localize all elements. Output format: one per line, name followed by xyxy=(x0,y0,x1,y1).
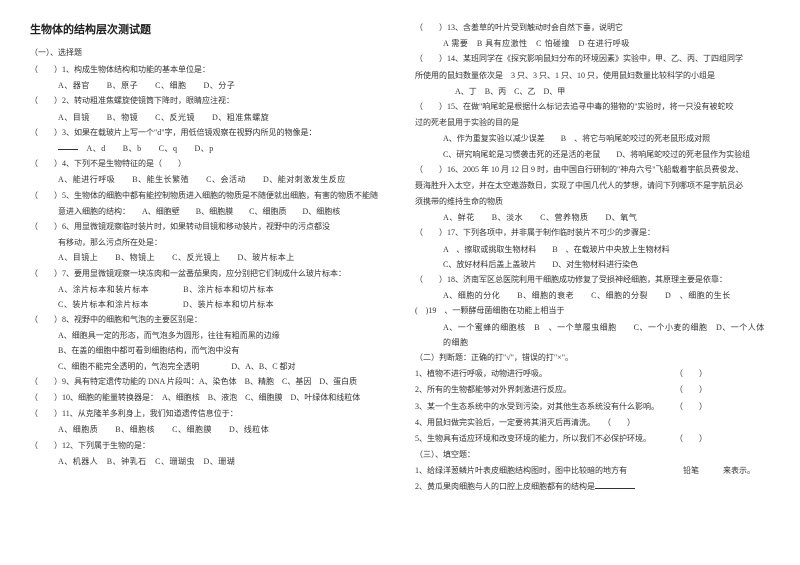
q3: （ ）3、如果在载玻片上写一个"d"字，用低倍镜观察在视野内所见的物像是： xyxy=(30,125,385,140)
q17-opt-c: C、放好材料后盖上盖玻片 D、对生物材料进行染色 xyxy=(415,257,770,272)
q14-cont: 所使用的鼠妇数量依次是 3 只、3 只、1 只、10 只，使用鼠妇数量比较科学的… xyxy=(415,68,770,83)
q10: （ ）10、细胞的能量转换器是： A、细胞核 B、液泡 C、细胞膜 D、叶绿体和… xyxy=(30,390,385,405)
q16: （ ）16、2005 年 10 月 12 日 9 时，由中国自行研制的"神舟六号… xyxy=(415,162,770,177)
q5-cont: 意进入细胞的结构： A、细胞壁 B、细胞膜 C、细胞质 D、细胞核 xyxy=(30,204,385,219)
q4: （ ）4、下列不是生物特征的是（ ） xyxy=(30,156,385,171)
q18: （ ）18、济南军区总医院利用干细胞成功修复了受损神经细胞，其原理主要是依靠： xyxy=(415,272,770,287)
q5: （ ）5、生物体的细胞中都有能控制物质进入细胞的物质是不随便就出细胞，有害的物质… xyxy=(30,188,385,203)
q16-cont-1: 聂海胜升入太空，并在太空遨游数日，实现了中国几代人的梦想，请问下列哪项不是宇航员… xyxy=(415,178,770,193)
q19-options: A、一个蜜蜂的细胞核 B 、一个草履虫细胞 C、一个小麦的细胞 D、一个人体的细… xyxy=(415,320,770,350)
q8: （ ）8、视野中的细胞和气泡的主要区别是： xyxy=(30,312,385,327)
q17: （ ）17、下列各项中，并非属于制作临时装片不可少的步骤是： xyxy=(415,225,770,240)
q7-options-1: A、涂片标本和装片标本 B、涂片标本和切片标本 xyxy=(30,282,385,297)
q15-cont: 过的死老鼠用于实验的目的是 xyxy=(415,115,770,130)
judge-4: 4、用鼠妇做完实验后，一定要将其消灭后再清洗。 （ ） xyxy=(415,415,770,430)
q16-cont-2: 须携带的维持生命的物质 xyxy=(415,194,770,209)
q19: ( )19 、一颗酵母菌细胞在功能上相当于 xyxy=(415,303,770,318)
q15: （ ）15、在做"响尾蛇是根据什么标记去追寻中毒的猎物的"实验时，将一只没有被蛇… xyxy=(415,99,770,114)
doc-title: 生物体的结构层次测试题 xyxy=(30,20,385,41)
judge-5: 5、生物具有适应环境和改变环境的能力，所以我们不必保护环境。 （ ） xyxy=(415,431,770,446)
q15-opt-a: A、作为重复实验以减少误差 B 、将它与响尾蛇咬过的死老鼠形成对照 xyxy=(415,131,770,146)
right-column: （ ）13、含羞草的叶片受到触动时会自然下垂，说明它 A 需要 B 具有应激性 … xyxy=(415,20,770,496)
q15-opt-c: C、研究响尾蛇是习惯袭击死的还是活的老鼠 D、将响尾蛇咬过的死老鼠作为实验组 xyxy=(415,147,770,162)
q6-cont: 有移动，那么污点所在处是： xyxy=(30,235,385,250)
blank-line xyxy=(595,480,635,489)
q2: （ ）2、转动粗准焦螺旋使镜筒下降时，眼睛应注视： xyxy=(30,93,385,108)
q8-opt-a: A、细胞具一定的形态，而气泡多为圆形，往往有粗而黑的边缘 xyxy=(30,328,385,343)
q12: （ ）12、下列属于生物的是： xyxy=(30,438,385,453)
q3-options: A、d B、b C、q D、p xyxy=(30,141,385,156)
q13: （ ）13、含羞草的叶片受到触动时会自然下垂，说明它 xyxy=(415,20,770,35)
q8-opt-b: B、在盖的细胞中都可看到细胞结构，而气泡中没有 xyxy=(30,343,385,358)
fill-2: 2、黄瓜果肉细胞与人的口腔上皮细胞都有的结构是 xyxy=(415,479,770,494)
q7-options-2: C、装片标本和涂片标本 D、装片标本和切片标本 xyxy=(30,297,385,312)
q8-opt-c: C、细胞不能完全透明的，气泡完全透明 D、A、B、C 都对 xyxy=(30,359,385,374)
q6: （ ）6、用显微镜观察临时装片时，如果转动目镜和移动装片，视野中的污点都没 xyxy=(30,219,385,234)
q4-options: A、能进行呼吸 B、能生长繁殖 C、会活动 D、能对刺激发生反应 xyxy=(30,172,385,187)
q3-opt-text: A、d B、b C、q D、p xyxy=(87,144,214,153)
q14-options: A、丁 B、丙 C、乙 D、甲 xyxy=(415,84,770,99)
q18-options: A、细胞的分化 B、细胞的衰老 C、细胞的分裂 D 、细胞的生长 xyxy=(415,288,770,303)
q7: （ ）7、要用显微镜观察一块冻肉和一盆番茄果肉，应分别把它们制成什么玻片标本： xyxy=(30,266,385,281)
q11: （ ）11、从克隆羊多利身上，我们知道遗传信息位于： xyxy=(30,406,385,421)
q13-options: A 需要 B 具有应激性 C 怕碰撞 D 在进行呼吸 xyxy=(415,36,770,51)
judge-3: 3、某一个生态系统中的水受到污染，对其他生态系统没有什么影响。 （ ） xyxy=(415,399,770,414)
q12-options: A、机器人 B、钟乳石 C、珊瑚虫 D、珊瑚 xyxy=(30,454,385,469)
q9: （ ）9、具有特定遗传功能的 DNA 片段叫：A、染色体 B、精胞 C、基因 D… xyxy=(30,374,385,389)
q14: （ ）14、某班同学在《探究影响鼠妇分布的环境因素》实验中，甲、乙、丙、丁四组同… xyxy=(415,51,770,66)
q17-opt-a: A 、擦取或挑取生物材料 B 、在载玻片中央放上生物材料 xyxy=(415,242,770,257)
q1-options: A、器官 B、原子 C、细胞 D、分子 xyxy=(30,78,385,93)
left-column: 生物体的结构层次测试题 （一）、选择题 （ ）1、构成生物体结构和功能的基本单位… xyxy=(30,20,385,496)
exam-document: 生物体的结构层次测试题 （一）、选择题 （ ）1、构成生物体结构和功能的基本单位… xyxy=(30,20,770,496)
q16-options: A、鲜花 B、淡水 C、营养物质 D、氧气 xyxy=(415,210,770,225)
section-2-head: （二）判断题：正确的打"√"，错误的打"×"。 xyxy=(415,350,770,365)
section-3-head: （三）、填空题： xyxy=(415,447,770,462)
q6-options: A、目镜上 B、物镜上 C、反光镜上 D、玻片标本上 xyxy=(30,250,385,265)
q1: （ ）1、构成生物体结构和功能的基本单位是： xyxy=(30,62,385,77)
dash-icon xyxy=(58,149,78,150)
judge-2: 2、所有的生物都能够对外界刺激进行反应。 （ ） xyxy=(415,382,770,397)
q2-options: A、目镜 B、物镜 C、反光镜 D、粗准焦螺旋 xyxy=(30,110,385,125)
q11-options: A、细胞质 B、细胞核 C、细胞膜 D、线粒体 xyxy=(30,422,385,437)
fill-2-text: 2、黄瓜果肉细胞与人的口腔上皮细胞都有的结构是 xyxy=(415,482,595,491)
fill-1: 1、给绿洋葱鳞片叶表皮细胞结构图时，图中比较暗的地方有 铅笔 来表示。 xyxy=(415,463,770,478)
section-1-head: （一）、选择题 xyxy=(30,45,385,60)
judge-1: 1、植物不进行呼吸，动物进行呼吸。 （ ） xyxy=(415,366,770,381)
